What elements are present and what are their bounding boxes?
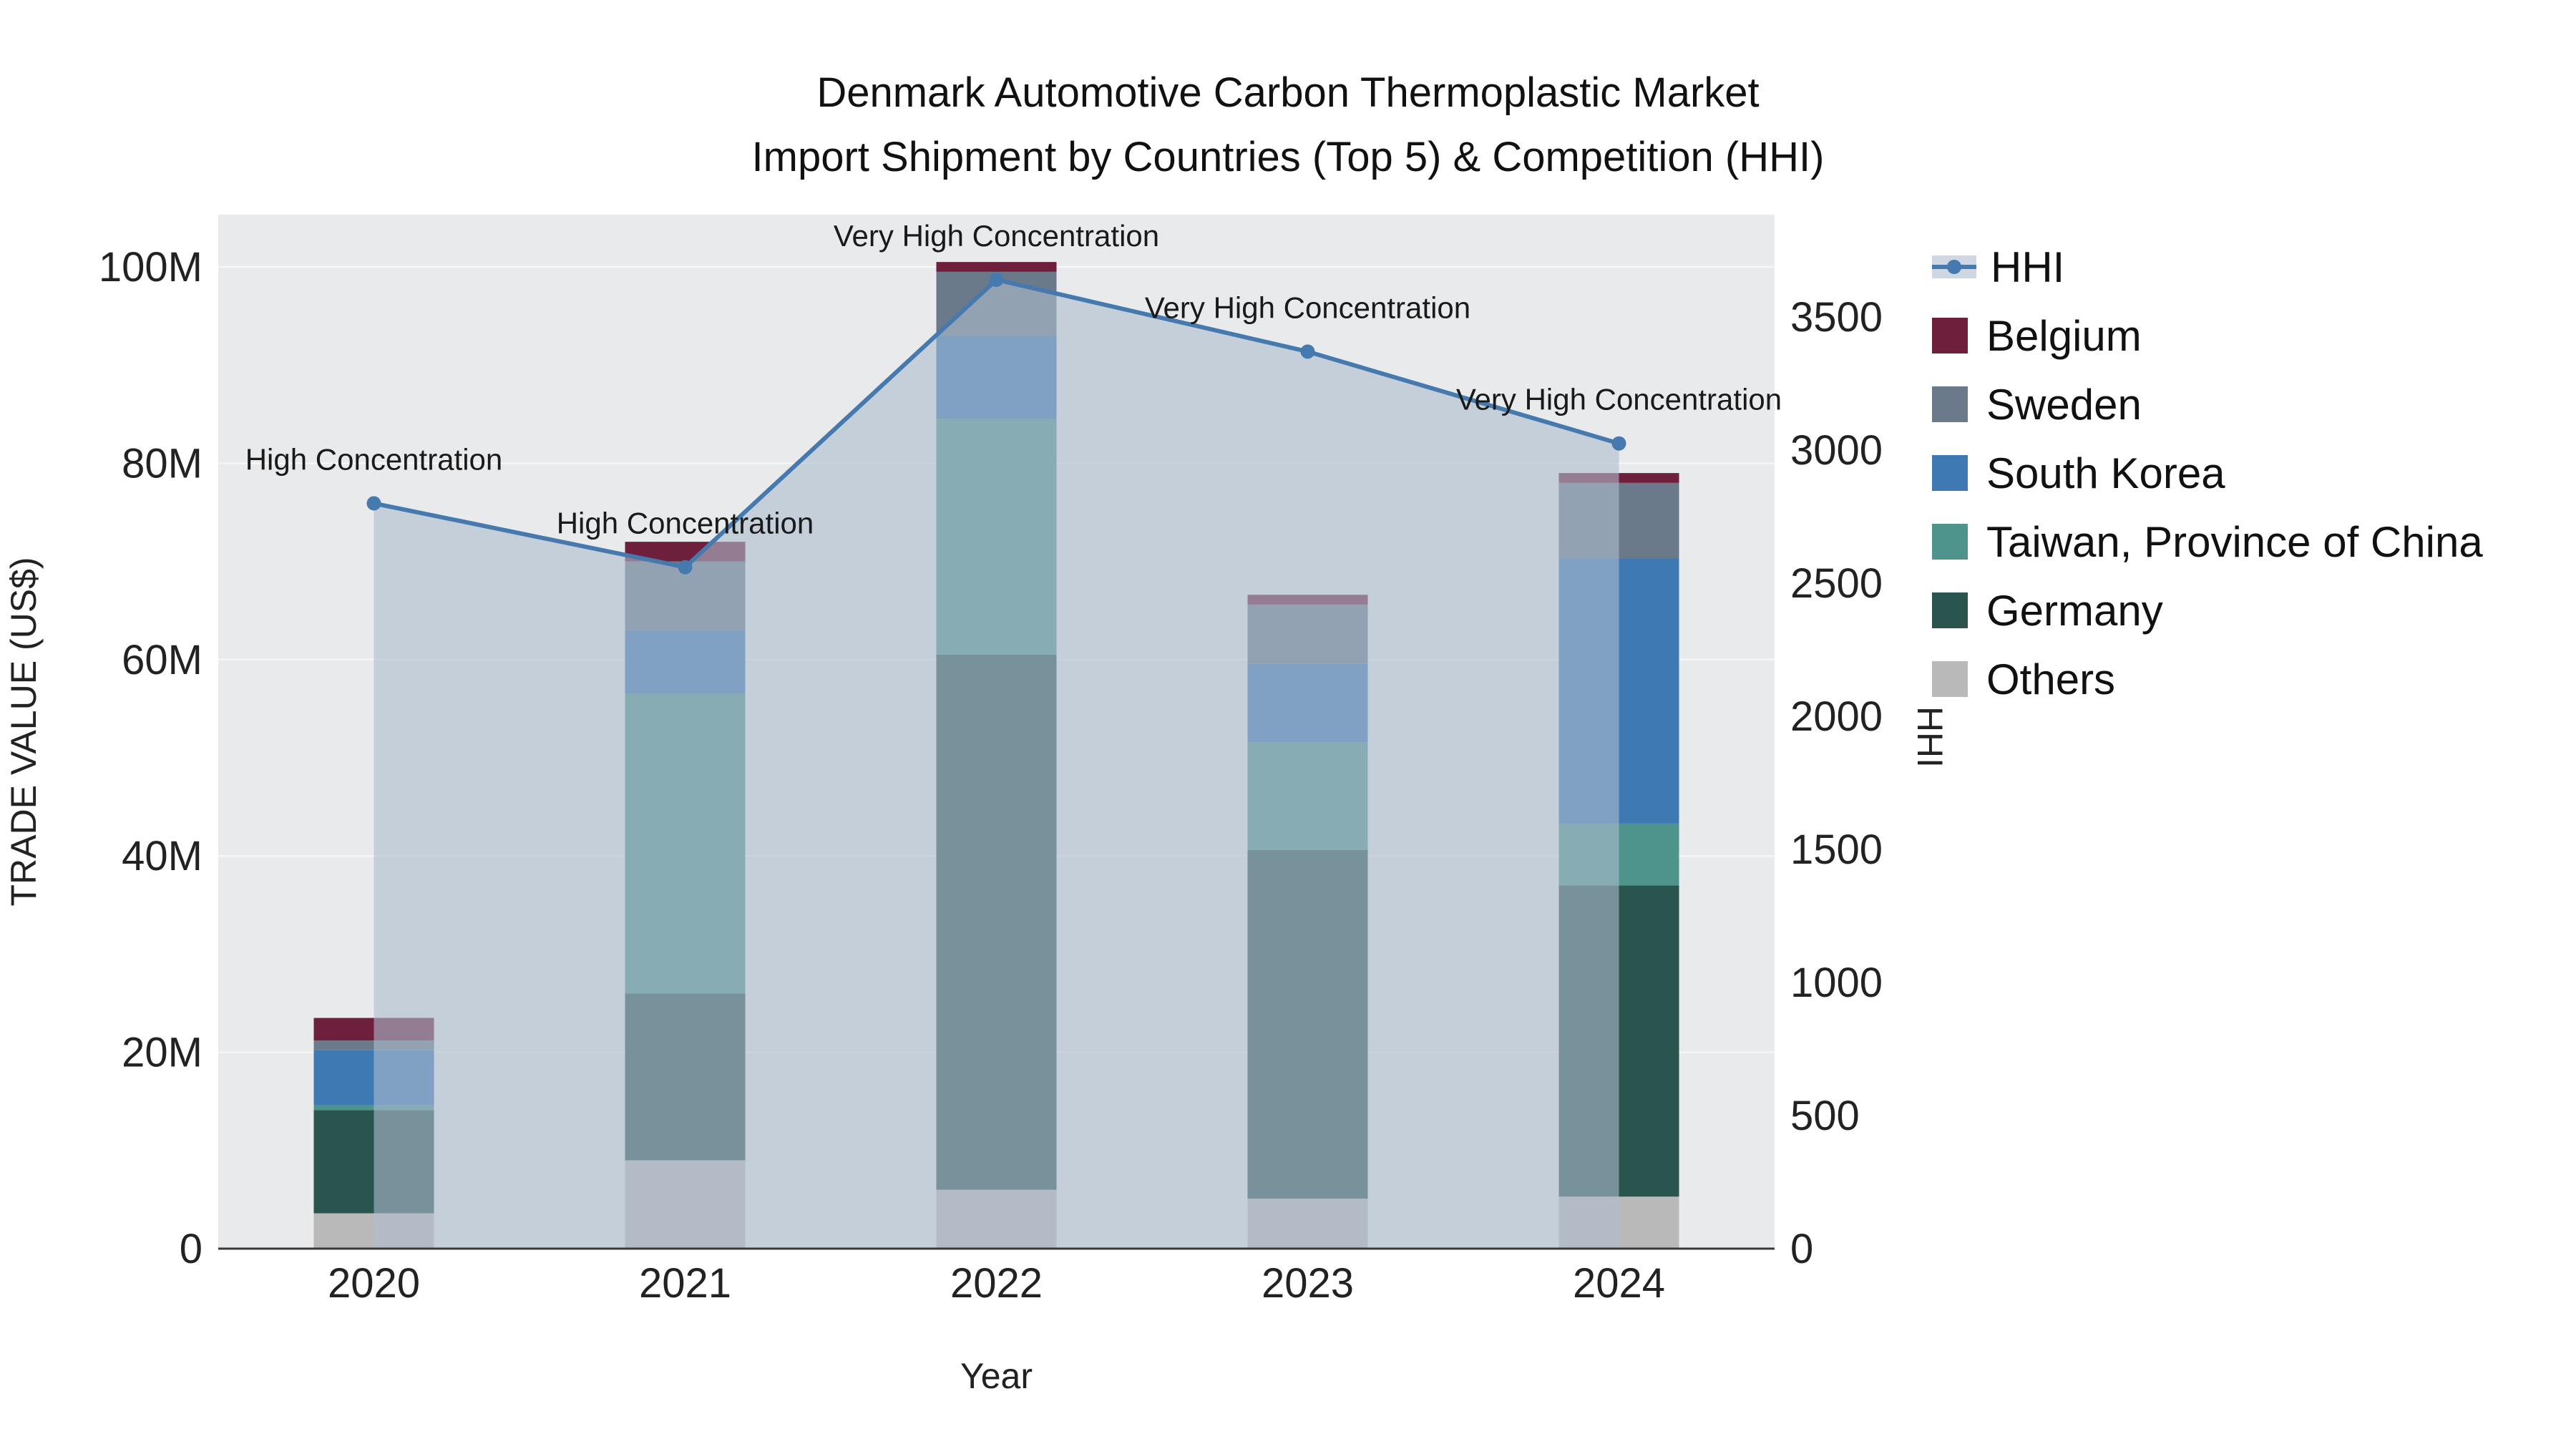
y-right-tick-label: 2000 (1790, 693, 1883, 740)
y-left-axis-title: TRADE VALUE (US$) (4, 557, 44, 906)
hhi-marker[interactable] (366, 496, 381, 511)
legend-item-germany[interactable]: Germany (1932, 576, 2483, 645)
x-tick-label: 2021 (639, 1260, 731, 1307)
legend-item-others[interactable]: Others (1932, 645, 2483, 713)
bar-segment-belgium[interactable] (936, 262, 1057, 272)
hhi-area-fill (374, 279, 1619, 1249)
legend-label: Taiwan, Province of China (1986, 517, 2483, 566)
legend-color-swatch (1932, 455, 1968, 491)
hhi-marker[interactable] (1611, 436, 1626, 451)
annotation-label: High Concentration (245, 442, 503, 476)
annotation-label: High Concentration (557, 507, 814, 540)
legend-item-south-korea[interactable]: South Korea (1932, 439, 2483, 507)
legend: HHI Belgium Sweden South Korea Taiwan, Provi… (1932, 233, 2483, 713)
legend-item-hhi[interactable]: HHI (1932, 233, 2483, 301)
y-left-tick-label: 40M (122, 833, 203, 879)
legend-item-sweden[interactable]: Sweden (1932, 370, 2483, 439)
y-left-tick-label: 80M (122, 440, 203, 487)
legend-label: South Korea (1986, 449, 2225, 497)
annotation-label: Very High Concentration (834, 219, 1159, 253)
legend-label: HHI (1991, 243, 2065, 291)
annotation-label: Very High Concentration (1456, 383, 1782, 416)
x-tick-label: 2023 (1262, 1260, 1354, 1307)
legend-color-swatch (1932, 592, 1968, 628)
chart-title-line1: Denmark Automotive Carbon Thermoplastic … (816, 69, 1760, 116)
legend-label: Germany (1986, 586, 2163, 635)
hhi-marker[interactable] (678, 560, 693, 575)
y-right-tick-label: 1500 (1790, 826, 1883, 873)
y-left-tick-label: 0 (180, 1226, 203, 1272)
y-left-tick-label: 20M (122, 1030, 203, 1076)
chart-title: Denmark Automotive Carbon Thermoplastic … (0, 61, 2576, 190)
legend-color-swatch (1932, 318, 1968, 353)
x-axis-title: Year (960, 1356, 1033, 1396)
legend-item-taiwan-province-of-china[interactable]: Taiwan, Province of China (1932, 507, 2483, 576)
legend-label: Sweden (1986, 380, 2142, 429)
legend-color-swatch (1932, 524, 1968, 560)
legend-color-swatch (1932, 661, 1968, 697)
hhi-marker[interactable] (989, 272, 1004, 287)
hhi-marker[interactable] (1300, 344, 1315, 359)
y-left-tick-label: 60M (122, 637, 203, 683)
y-right-tick-label: 1000 (1790, 960, 1883, 1006)
x-tick-label: 2020 (328, 1260, 420, 1307)
y-right-tick-label: 3500 (1790, 294, 1883, 341)
annotation-label: Very High Concentration (1145, 291, 1470, 324)
y-right-tick-label: 3000 (1790, 427, 1883, 474)
x-tick-label: 2024 (1573, 1260, 1665, 1307)
y-left-tick-label: 100M (99, 244, 203, 291)
legend-line-swatch (1932, 251, 1976, 283)
legend-label: Others (1986, 655, 2116, 703)
y-right-axis-title: HHI (1910, 706, 1950, 768)
legend-label: Belgium (1986, 311, 2142, 360)
chart-title-line2: Import Shipment by Countries (Top 5) & C… (751, 133, 1825, 180)
y-right-tick-label: 500 (1790, 1093, 1860, 1139)
legend-item-belgium[interactable]: Belgium (1932, 301, 2483, 370)
legend-color-swatch (1932, 386, 1968, 422)
y-right-tick-label: 0 (1790, 1226, 1813, 1272)
x-tick-label: 2022 (950, 1260, 1043, 1307)
y-right-tick-label: 2500 (1790, 560, 1883, 607)
